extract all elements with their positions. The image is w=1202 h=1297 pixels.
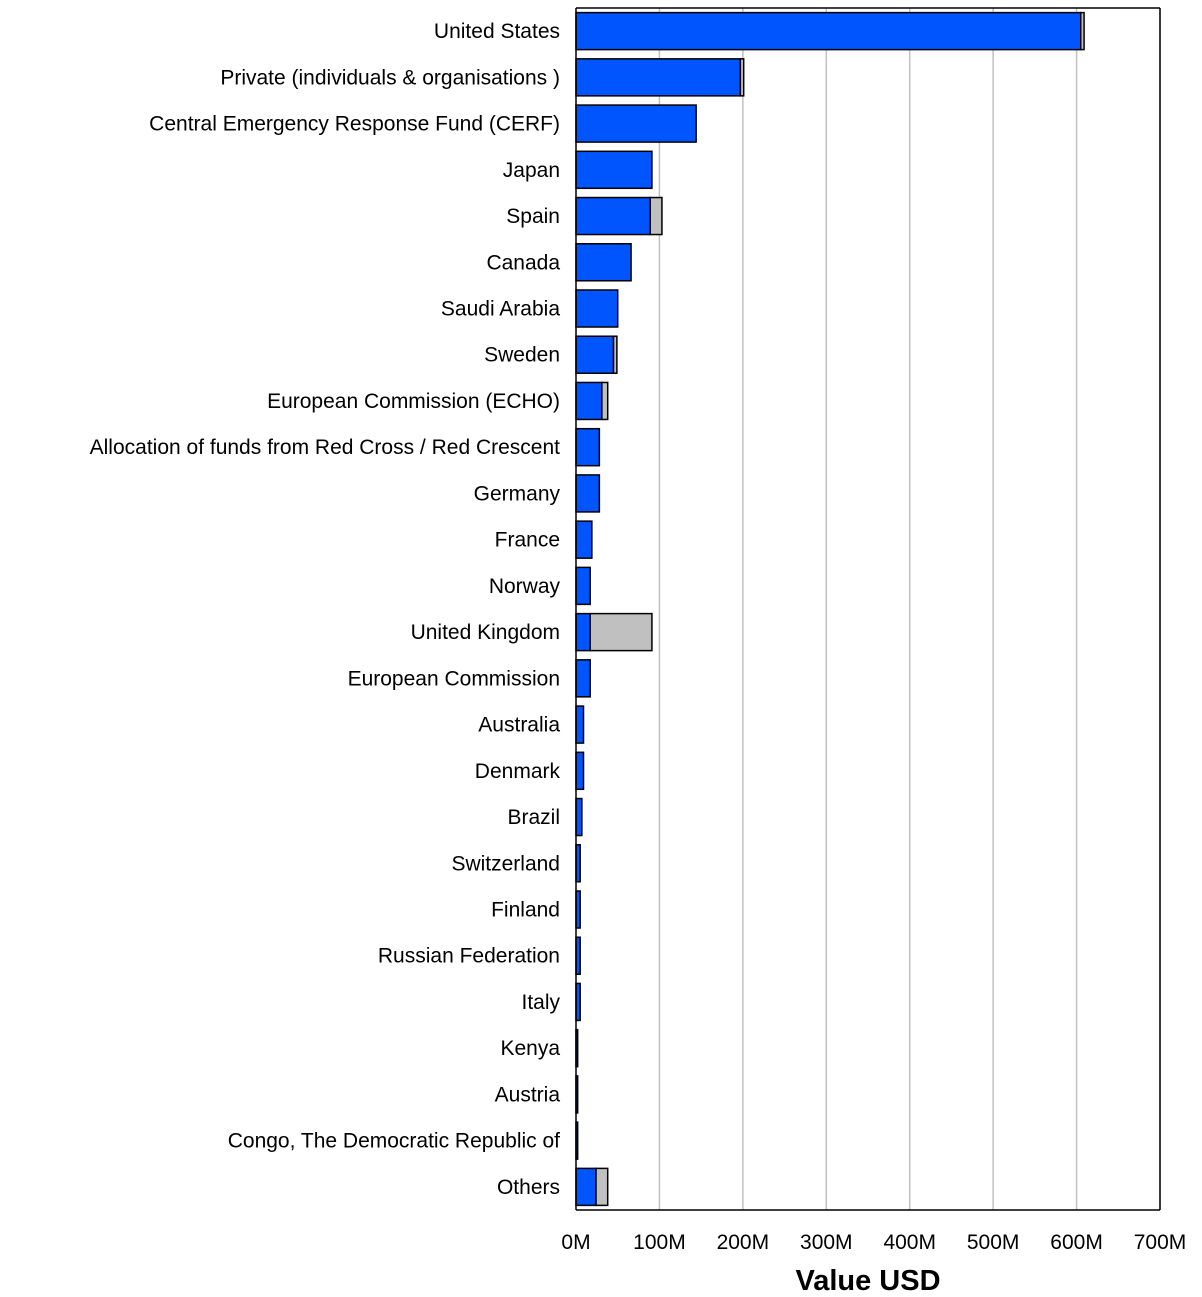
category-label: Finland — [491, 899, 560, 922]
category-label: Canada — [486, 251, 560, 274]
x-tick-label: 700M — [1134, 1231, 1187, 1254]
bar-primary — [575, 335, 615, 374]
category-label: Allocation of funds from Red Cross / Red… — [90, 436, 561, 459]
x-tick-label: 0M — [561, 1231, 590, 1254]
category-label: Private (individuals & organisations ) — [220, 66, 560, 89]
category-label: Spain — [506, 205, 560, 228]
bar-primary — [575, 150, 653, 190]
category-label: Japan — [503, 159, 560, 182]
category-label: European Commission — [348, 667, 560, 690]
bar-secondary — [739, 58, 745, 97]
bar-primary — [575, 381, 603, 421]
bar-primary — [575, 427, 601, 467]
category-label: Austria — [495, 1083, 561, 1106]
bar-primary — [575, 705, 585, 744]
bar-secondary — [649, 196, 663, 236]
bar-primary — [575, 566, 591, 606]
category-label: Norway — [489, 575, 561, 598]
bar-secondary — [595, 1167, 609, 1207]
x-tick-label: 500M — [967, 1231, 1020, 1254]
category-label: Australia — [478, 714, 560, 737]
bar-primary — [575, 11, 1082, 51]
bar-primary — [575, 797, 583, 837]
x-tick-label: 200M — [717, 1231, 770, 1254]
category-label: Kenya — [500, 1037, 560, 1060]
x-tick-label: 600M — [1050, 1231, 1103, 1254]
category-label: France — [495, 529, 560, 552]
category-labels: United States Private (individuals & orga… — [90, 20, 561, 1199]
category-label: Saudi Arabia — [441, 298, 560, 321]
bars — [575, 11, 1085, 1207]
x-tick-label: 300M — [800, 1231, 853, 1254]
category-label: United States — [434, 20, 560, 43]
category-label: Central Emergency Response Fund (CERF) — [149, 113, 560, 136]
bar-secondary — [612, 335, 618, 374]
category-label: Sweden — [484, 344, 560, 367]
category-label: Russian Federation — [378, 945, 560, 968]
bar-secondary — [601, 381, 609, 421]
category-label: European Commission (ECHO) — [267, 390, 560, 413]
category-label: Switzerland — [451, 852, 560, 875]
x-tick-labels: 0M 100M 200M 300M 400M 500M 600M 700M — [561, 1231, 1186, 1254]
category-label: Denmark — [475, 760, 561, 783]
bar-primary — [575, 520, 593, 559]
category-label: Congo, The Democratic Republic of — [228, 1130, 560, 1153]
category-label: Brazil — [507, 806, 560, 829]
bar-primary — [575, 243, 632, 282]
category-label: Italy — [521, 991, 560, 1014]
bar-primary — [575, 612, 591, 652]
gridlines — [658, 8, 1161, 1210]
bar-primary — [575, 58, 742, 97]
bar-primary — [575, 751, 585, 791]
category-label: Others — [497, 1176, 560, 1199]
bar-secondary — [1079, 11, 1085, 51]
bar-primary — [575, 474, 601, 513]
axes — [575, 7, 1161, 1211]
category-label: United Kingdom — [411, 621, 560, 644]
bar-primary — [575, 659, 591, 698]
bar-primary — [575, 104, 697, 143]
bar-primary — [575, 196, 652, 236]
x-tick-label: 100M — [633, 1231, 686, 1254]
category-label: Germany — [474, 482, 561, 505]
x-tick-label: 400M — [883, 1231, 936, 1254]
bar-secondary — [589, 612, 653, 652]
bar-primary — [575, 289, 619, 328]
bar-primary — [575, 1167, 597, 1207]
x-axis-title: Value USD — [795, 1265, 940, 1297]
